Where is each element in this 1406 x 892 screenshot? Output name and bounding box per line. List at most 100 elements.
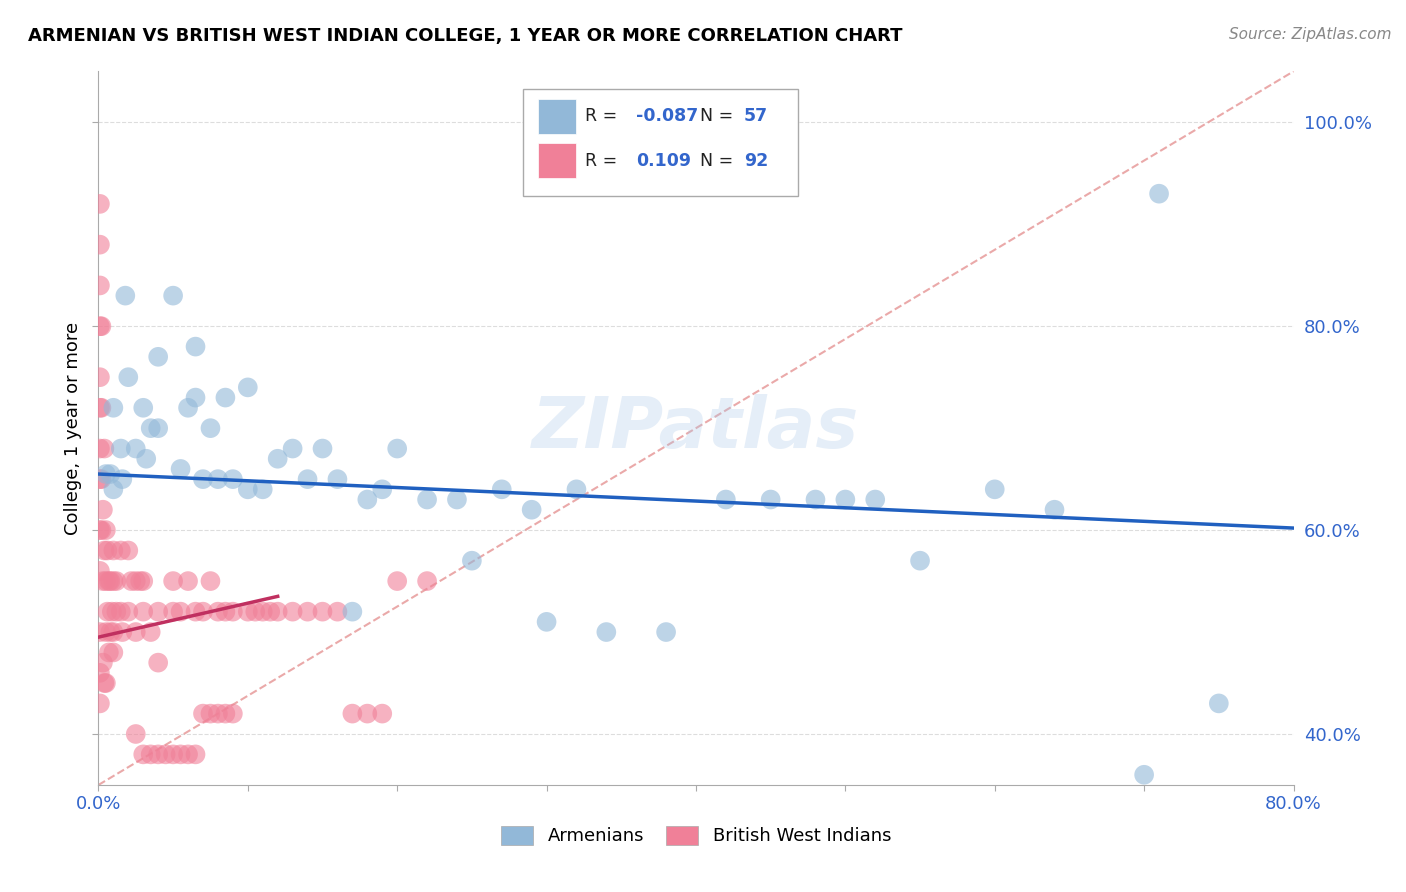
Point <box>984 483 1007 497</box>
Point <box>125 442 148 456</box>
Point <box>342 605 364 619</box>
Point <box>98 574 122 588</box>
Point <box>103 625 125 640</box>
Point <box>129 574 152 588</box>
Point <box>89 278 111 293</box>
Point <box>93 676 115 690</box>
Point <box>311 605 333 619</box>
Point <box>536 615 558 629</box>
Text: 92: 92 <box>744 152 768 169</box>
Point <box>89 319 111 334</box>
Point <box>89 370 111 384</box>
Point <box>297 472 319 486</box>
Point <box>148 421 170 435</box>
Point <box>103 574 125 588</box>
Point <box>97 645 120 659</box>
Point <box>148 656 170 670</box>
Point <box>89 472 111 486</box>
Point <box>200 421 222 435</box>
Point <box>461 554 484 568</box>
Point <box>169 462 191 476</box>
Point <box>98 625 122 640</box>
Point <box>191 472 214 486</box>
Point <box>385 574 409 588</box>
Point <box>200 706 222 721</box>
Point <box>89 442 111 456</box>
Point <box>110 543 132 558</box>
Point <box>1133 768 1156 782</box>
Text: Source: ZipAtlas.com: Source: ZipAtlas.com <box>1229 27 1392 42</box>
Point <box>191 605 214 619</box>
Point <box>135 451 157 466</box>
Text: R =: R = <box>585 107 623 125</box>
Point <box>169 605 191 619</box>
Point <box>162 574 184 588</box>
Point <box>267 605 290 619</box>
Point <box>91 502 114 516</box>
Point <box>207 605 229 619</box>
Point <box>97 574 120 588</box>
Point <box>222 706 245 721</box>
Point <box>110 442 132 456</box>
Point <box>281 442 304 456</box>
Point <box>89 523 111 537</box>
Point <box>595 625 617 640</box>
Point <box>90 472 112 486</box>
Point <box>207 472 229 486</box>
Point <box>865 492 887 507</box>
Point <box>200 574 222 588</box>
Point <box>245 605 267 619</box>
Point <box>281 605 304 619</box>
Point <box>93 442 115 456</box>
Point <box>252 605 274 619</box>
Point <box>90 401 112 415</box>
Point <box>139 625 162 640</box>
Point <box>207 706 229 721</box>
Y-axis label: College, 1 year or more: College, 1 year or more <box>63 322 82 534</box>
Point <box>139 747 162 762</box>
Point <box>94 676 117 690</box>
Point <box>90 523 112 537</box>
Point <box>169 747 191 762</box>
Point <box>908 554 931 568</box>
Point <box>117 370 139 384</box>
Point <box>117 605 139 619</box>
Point <box>94 574 117 588</box>
Point <box>834 492 856 507</box>
Point <box>252 483 274 497</box>
Point <box>565 483 588 497</box>
Point <box>120 574 142 588</box>
Point <box>342 706 364 721</box>
Point <box>184 605 207 619</box>
Point <box>132 574 155 588</box>
Point <box>103 483 125 497</box>
Point <box>655 145 678 160</box>
Text: -0.087: -0.087 <box>636 107 699 125</box>
Point <box>111 472 134 486</box>
Point <box>103 401 125 415</box>
FancyBboxPatch shape <box>523 89 797 196</box>
Text: 57: 57 <box>744 107 768 125</box>
Point <box>162 747 184 762</box>
Text: ARMENIAN VS BRITISH WEST INDIAN COLLEGE, 1 YEAR OR MORE CORRELATION CHART: ARMENIAN VS BRITISH WEST INDIAN COLLEGE,… <box>28 27 903 45</box>
Point <box>184 747 207 762</box>
Point <box>98 467 122 481</box>
Point <box>111 625 134 640</box>
Point <box>311 442 333 456</box>
Point <box>162 288 184 302</box>
Point <box>125 574 148 588</box>
Point <box>385 442 409 456</box>
Point <box>125 625 148 640</box>
Point <box>214 391 236 405</box>
Text: ZIPatlas: ZIPatlas <box>533 393 859 463</box>
Text: R =: R = <box>585 152 623 169</box>
Point <box>101 605 124 619</box>
Text: N =: N = <box>700 107 738 125</box>
Point <box>356 706 378 721</box>
Point <box>148 605 170 619</box>
Point <box>267 451 290 466</box>
Point <box>184 391 207 405</box>
Point <box>191 706 214 721</box>
Text: 0.109: 0.109 <box>636 152 692 169</box>
Point <box>491 483 513 497</box>
